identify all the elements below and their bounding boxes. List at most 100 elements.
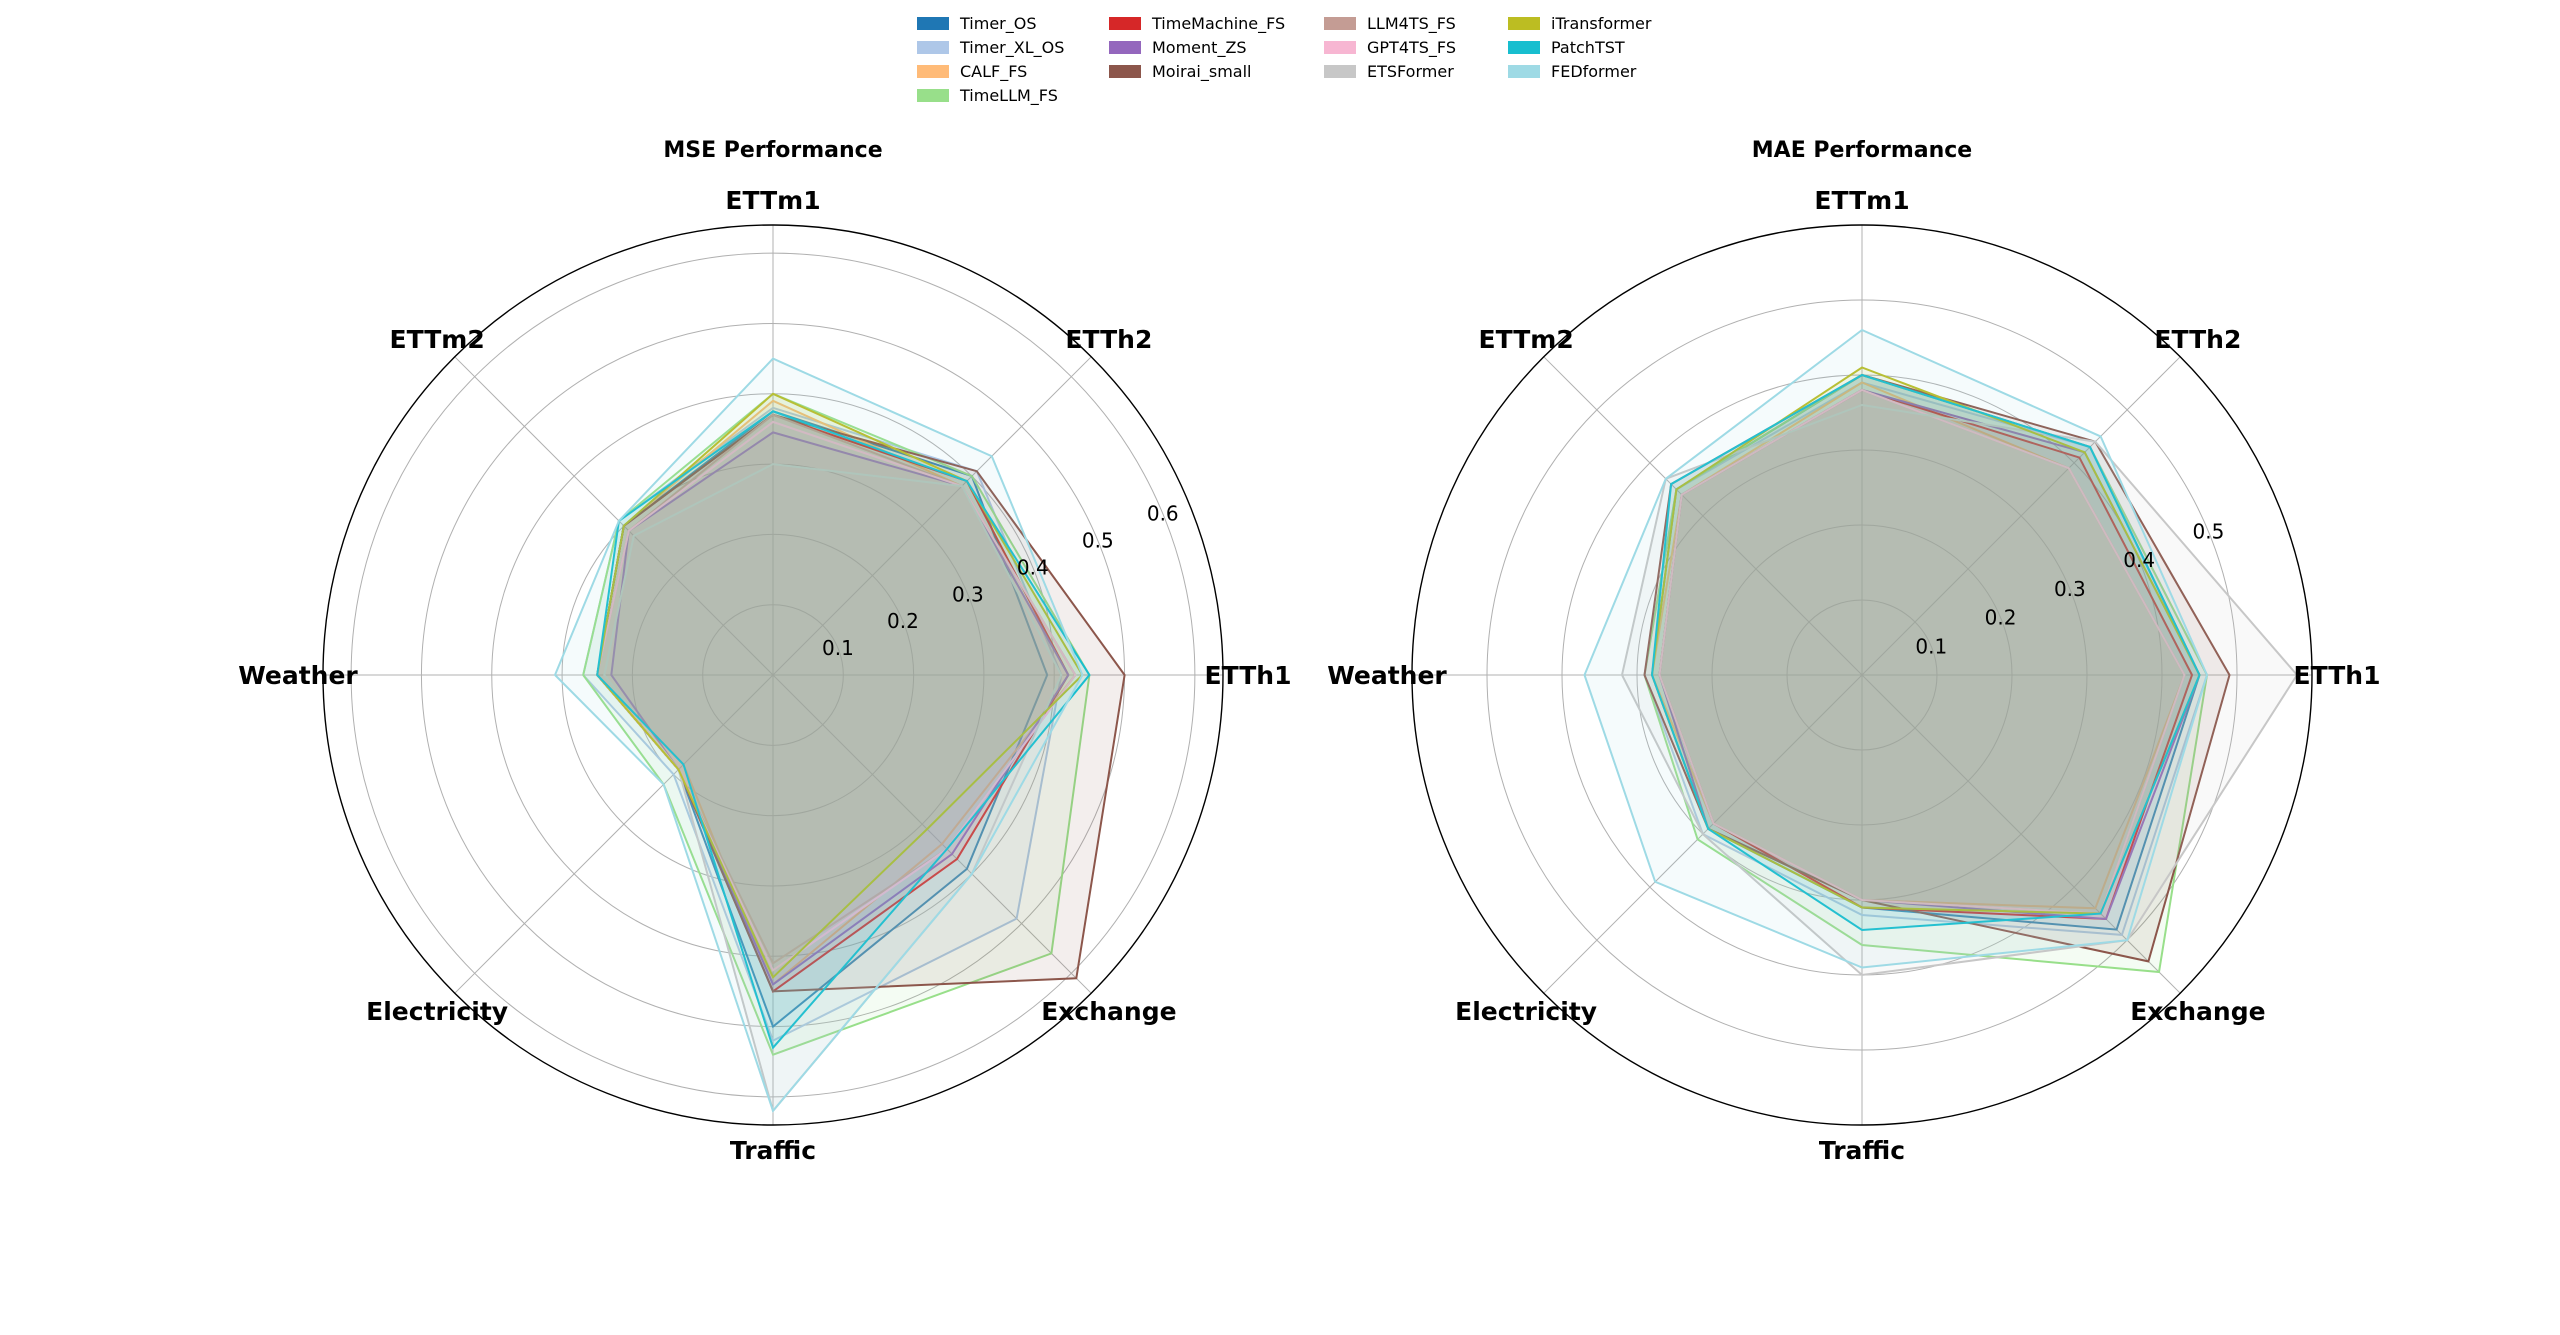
legend-item: ETSFormer: [1324, 60, 1454, 82]
series-fill-Moirai_small: [597, 414, 1125, 992]
series-fill-Moment_ZS: [611, 432, 1069, 985]
legend-item: CALF_FS: [917, 60, 1027, 82]
tick-label: 0.3: [2054, 577, 2086, 601]
legend-label: iTransformer: [1551, 13, 1652, 33]
tick-label: 0.1: [822, 636, 854, 660]
axis-label-Exchange: Exchange: [2130, 997, 2265, 1026]
series-fill-Timer_XL_OS: [1644, 382, 2207, 935]
legend-swatch: [917, 40, 949, 54]
tick-label: 0.2: [887, 609, 919, 633]
mse-radar-chart: MSE Performance 0.1 0.2 0.3 0.4 0.5 0.6 ETTh1 ET…: [238, 138, 1291, 1165]
series-fill-CALF_FS: [1652, 382, 2185, 909]
series-fill-Timer_XL_OS: [583, 407, 1062, 1041]
axis-label-ETTm2: ETTm2: [1479, 325, 1574, 354]
legend: Timer_OS Timer_XL_OS CALF_FS TimeLLM_FS Time…: [917, 12, 1697, 112]
legend-item: TimeLLM_FS: [917, 84, 1058, 106]
axis-label-Traffic: Traffic: [730, 1136, 816, 1165]
axis-label-ETTh2: ETTh2: [1065, 325, 1152, 354]
mae-radar-chart: MAE Performance 0.1 0.2 0.3 0.4 0.5 ETTh1 ETTh2…: [1327, 138, 2380, 1165]
series-fill-FEDformer: [555, 358, 1083, 1111]
legend-label: LLM4TS_FS: [1367, 13, 1456, 33]
axis-label-Weather: Weather: [238, 661, 358, 690]
tick-label: 0.3: [952, 582, 984, 606]
series-fill-iTransformer: [597, 393, 1083, 978]
series-fill-Moirai_small: [1644, 375, 2230, 962]
legend-item: Timer_XL_OS: [917, 36, 1064, 58]
legend-label: GPT4TS_FS: [1367, 37, 1457, 57]
legend-item: Timer_OS: [917, 12, 1036, 34]
axis-label-ETTh1: ETTh1: [1205, 661, 1292, 690]
legend-item: FEDformer: [1508, 60, 1636, 82]
legend-item: Moirai_small: [1109, 60, 1251, 82]
tick-label: 0.5: [2193, 519, 2225, 543]
series-fill-iTransformer: [1652, 367, 2200, 914]
tick-label: 0.6: [1147, 502, 1179, 526]
legend-label: FEDformer: [1551, 61, 1637, 81]
axis-label-ETTh2: ETTh2: [2154, 325, 2241, 354]
series-fill-TimeMachine_FS: [1659, 390, 2192, 919]
series-fill-Timer_OS: [1652, 375, 2200, 930]
legend-label: Timer_OS: [960, 13, 1037, 33]
axis-label-Exchange: Exchange: [1041, 997, 1176, 1026]
tick-label: 0.2: [1985, 606, 2017, 630]
legend-swatch: [1324, 16, 1356, 30]
legend-swatch: [917, 16, 949, 30]
series-fill-GPT4TS_FS: [1659, 390, 2185, 914]
axis-label-ETTm1: ETTm1: [725, 186, 820, 215]
legend-swatch: [917, 64, 949, 78]
series-line-PatchTST: [1650, 373, 2201, 932]
series-fill-TimeLLM_FS: [1644, 375, 2207, 972]
series-fill-Timer_OS: [597, 411, 1048, 1027]
chart-title: MAE Performance: [1752, 138, 1972, 163]
legend-label: TimeMachine_FS: [1152, 13, 1286, 33]
legend-label: CALF_FS: [960, 61, 1028, 81]
legend-label: ETSFormer: [1367, 61, 1454, 81]
series-line-Moment_ZS: [610, 431, 1070, 986]
legend-item: TimeMachine_FS: [1109, 12, 1285, 34]
axis-label-Electricity: Electricity: [1455, 997, 1597, 1026]
axis-label-ETTm1: ETTm1: [1814, 186, 1909, 215]
axis-label-Traffic: Traffic: [1819, 1136, 1905, 1165]
polar-frame: [322, 224, 1224, 1126]
series-fill-LLM4TS_FS: [597, 414, 1076, 964]
series-fill-LLM4TS_FS: [1659, 390, 2185, 914]
grid-spoke: [772, 356, 1092, 676]
legend-item: LLM4TS_FS: [1324, 12, 1456, 34]
polar-frame: [1411, 224, 2313, 1126]
legend-swatch: [917, 88, 949, 102]
axis-label-Weather: Weather: [1327, 661, 1447, 690]
series-fill-CALF_FS: [597, 400, 1076, 985]
chart-title: MSE Performance: [663, 138, 882, 163]
series-line-PatchTST: [596, 410, 1091, 1050]
series-fill-FEDformer: [1584, 330, 2207, 968]
legend-swatch: [1508, 16, 1540, 30]
legend-item: GPT4TS_FS: [1324, 36, 1456, 58]
legend-item: iTransformer: [1508, 12, 1651, 34]
grid-spoke: [772, 674, 1092, 994]
legend-label: Timer_XL_OS: [960, 37, 1065, 57]
axis-label-ETTm2: ETTm2: [390, 325, 485, 354]
series-fill-ETSFormer: [1622, 405, 2297, 975]
legend-item: Moment_ZS: [1109, 36, 1247, 58]
series-line-FEDformer: [1583, 328, 2209, 969]
axis-label-Electricity: Electricity: [366, 997, 508, 1026]
grid-spoke: [1861, 356, 2181, 676]
series-line-GPT4TS_FS: [1658, 388, 2186, 915]
legend-label: TimeLLM_FS: [960, 85, 1058, 105]
series-fill-GPT4TS_FS: [597, 421, 1076, 971]
legend-swatch: [1324, 40, 1356, 54]
series-fill-PatchTST: [597, 411, 1090, 1048]
legend-swatch: [1508, 40, 1540, 54]
tick-label: 0.4: [2123, 548, 2155, 572]
grid-spoke: [1543, 356, 1863, 676]
legend-swatch: [1324, 64, 1356, 78]
series-fill-Moment_ZS: [1659, 390, 2200, 919]
legend-swatch: [1508, 64, 1540, 78]
tick-label: 0.4: [1017, 555, 1049, 579]
series-fill-ETSFormer: [604, 464, 1062, 1111]
legend-swatch: [1109, 64, 1141, 78]
series-line-Moirai_small: [1643, 373, 2231, 963]
grid-spoke: [454, 674, 774, 994]
legend-swatch: [1109, 40, 1141, 54]
series-fill-TimeLLM_FS: [583, 393, 1090, 1055]
